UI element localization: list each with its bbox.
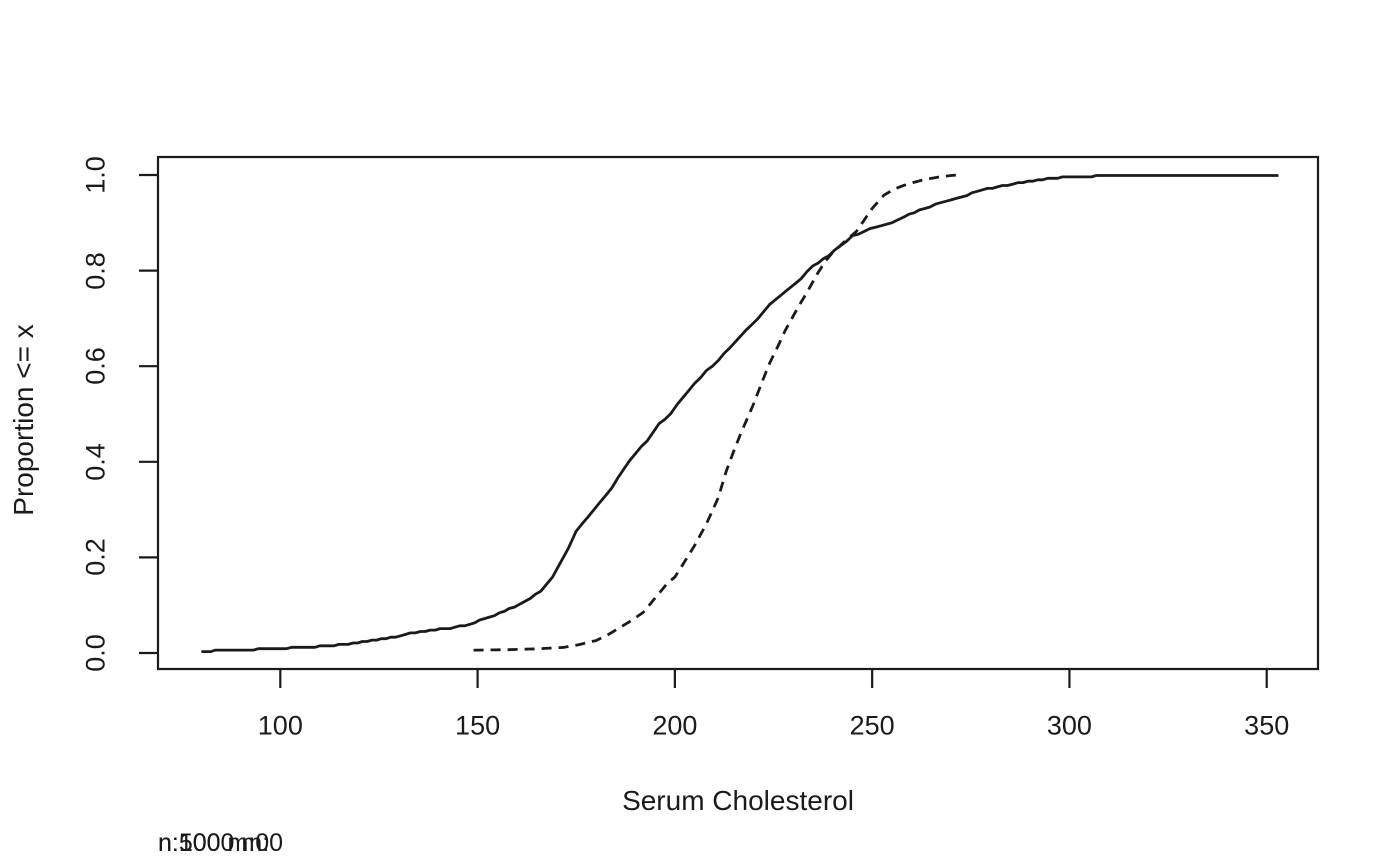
ecdf-dashed-line xyxy=(473,173,960,652)
x-tick-label: 300 xyxy=(1046,710,1092,741)
y-tick-label: 0.6 xyxy=(80,347,111,385)
x-tick-label: 350 xyxy=(1244,710,1290,741)
subtitle-n1000: n:1000 m:0 xyxy=(158,829,284,857)
x-axis-label: Serum Cholesterol xyxy=(622,785,854,816)
y-tick-label: 0.0 xyxy=(80,634,111,672)
y-tick-label: 1.0 xyxy=(80,156,111,194)
ecdf-solid-line xyxy=(201,174,1279,653)
x-tick-label: 200 xyxy=(652,710,698,741)
x-tick-label: 100 xyxy=(257,710,303,741)
y-tick-label: 0.8 xyxy=(80,251,111,290)
subtitle-overlap-layer: n:500 m:0 n:1000 m:0 xyxy=(158,829,558,859)
x-tick-label: 150 xyxy=(455,710,501,741)
y-axis-label: Proportion <= x xyxy=(8,324,39,516)
plot-box xyxy=(156,155,1320,671)
subtitle-n500: n:500 m:0 xyxy=(158,829,270,857)
x-tick-label: 250 xyxy=(849,710,895,741)
y-tick-label: 0.4 xyxy=(80,443,111,481)
y-tick-label: 0.2 xyxy=(80,538,111,577)
